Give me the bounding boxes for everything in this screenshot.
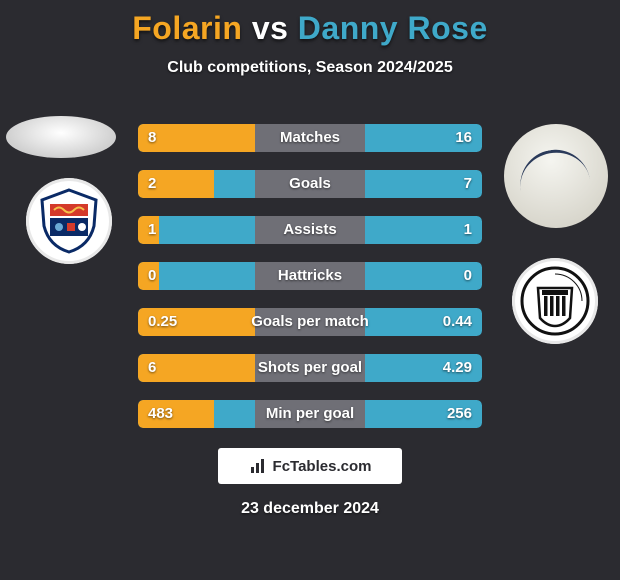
chart-icon xyxy=(249,457,267,475)
title-vs: vs xyxy=(252,10,289,46)
shield-icon xyxy=(520,266,590,336)
title-player2: Danny Rose xyxy=(298,10,488,46)
player1-club-badge xyxy=(26,178,112,264)
footer-date: 23 december 2024 xyxy=(0,500,620,518)
stat-label: Shots per goal xyxy=(138,354,482,382)
stat-label: Goals per match xyxy=(138,308,482,336)
shield-icon xyxy=(34,186,104,256)
player2-avatar xyxy=(504,124,608,228)
stat-right-value: 1 xyxy=(464,216,472,244)
stat-label: Hattricks xyxy=(138,262,482,290)
stat-label: Assists xyxy=(138,216,482,244)
stat-label: Min per goal xyxy=(138,400,482,428)
stat-row: 0.25Goals per match0.44 xyxy=(138,308,482,336)
stat-row: 0Hattricks0 xyxy=(138,262,482,290)
stat-row: 1Assists1 xyxy=(138,216,482,244)
stat-label: Goals xyxy=(138,170,482,198)
stat-right-value: 16 xyxy=(455,124,472,152)
stat-right-value: 256 xyxy=(447,400,472,428)
subtitle: Club competitions, Season 2024/2025 xyxy=(0,59,620,77)
stat-row: 483Min per goal256 xyxy=(138,400,482,428)
stat-row: 8Matches16 xyxy=(138,124,482,152)
stat-right-value: 0.44 xyxy=(443,308,472,336)
brand-text: FcTables.com xyxy=(273,458,372,475)
stat-right-value: 7 xyxy=(464,170,472,198)
stat-label: Matches xyxy=(138,124,482,152)
stat-bars: 8Matches16 2Goals7 1Assists1 0Hattricks0 0.2… xyxy=(138,124,482,446)
title-player1: Folarin xyxy=(132,10,242,46)
player2-club-badge xyxy=(512,258,598,344)
stat-right-value: 4.29 xyxy=(443,354,472,382)
stat-row: 6Shots per goal4.29 xyxy=(138,354,482,382)
stat-row: 2Goals7 xyxy=(138,170,482,198)
brand-badge: FcTables.com xyxy=(218,448,402,484)
stat-right-value: 0 xyxy=(464,262,472,290)
comparison-title: Folarin vs Danny Rose xyxy=(0,0,620,47)
player1-avatar xyxy=(6,116,116,158)
